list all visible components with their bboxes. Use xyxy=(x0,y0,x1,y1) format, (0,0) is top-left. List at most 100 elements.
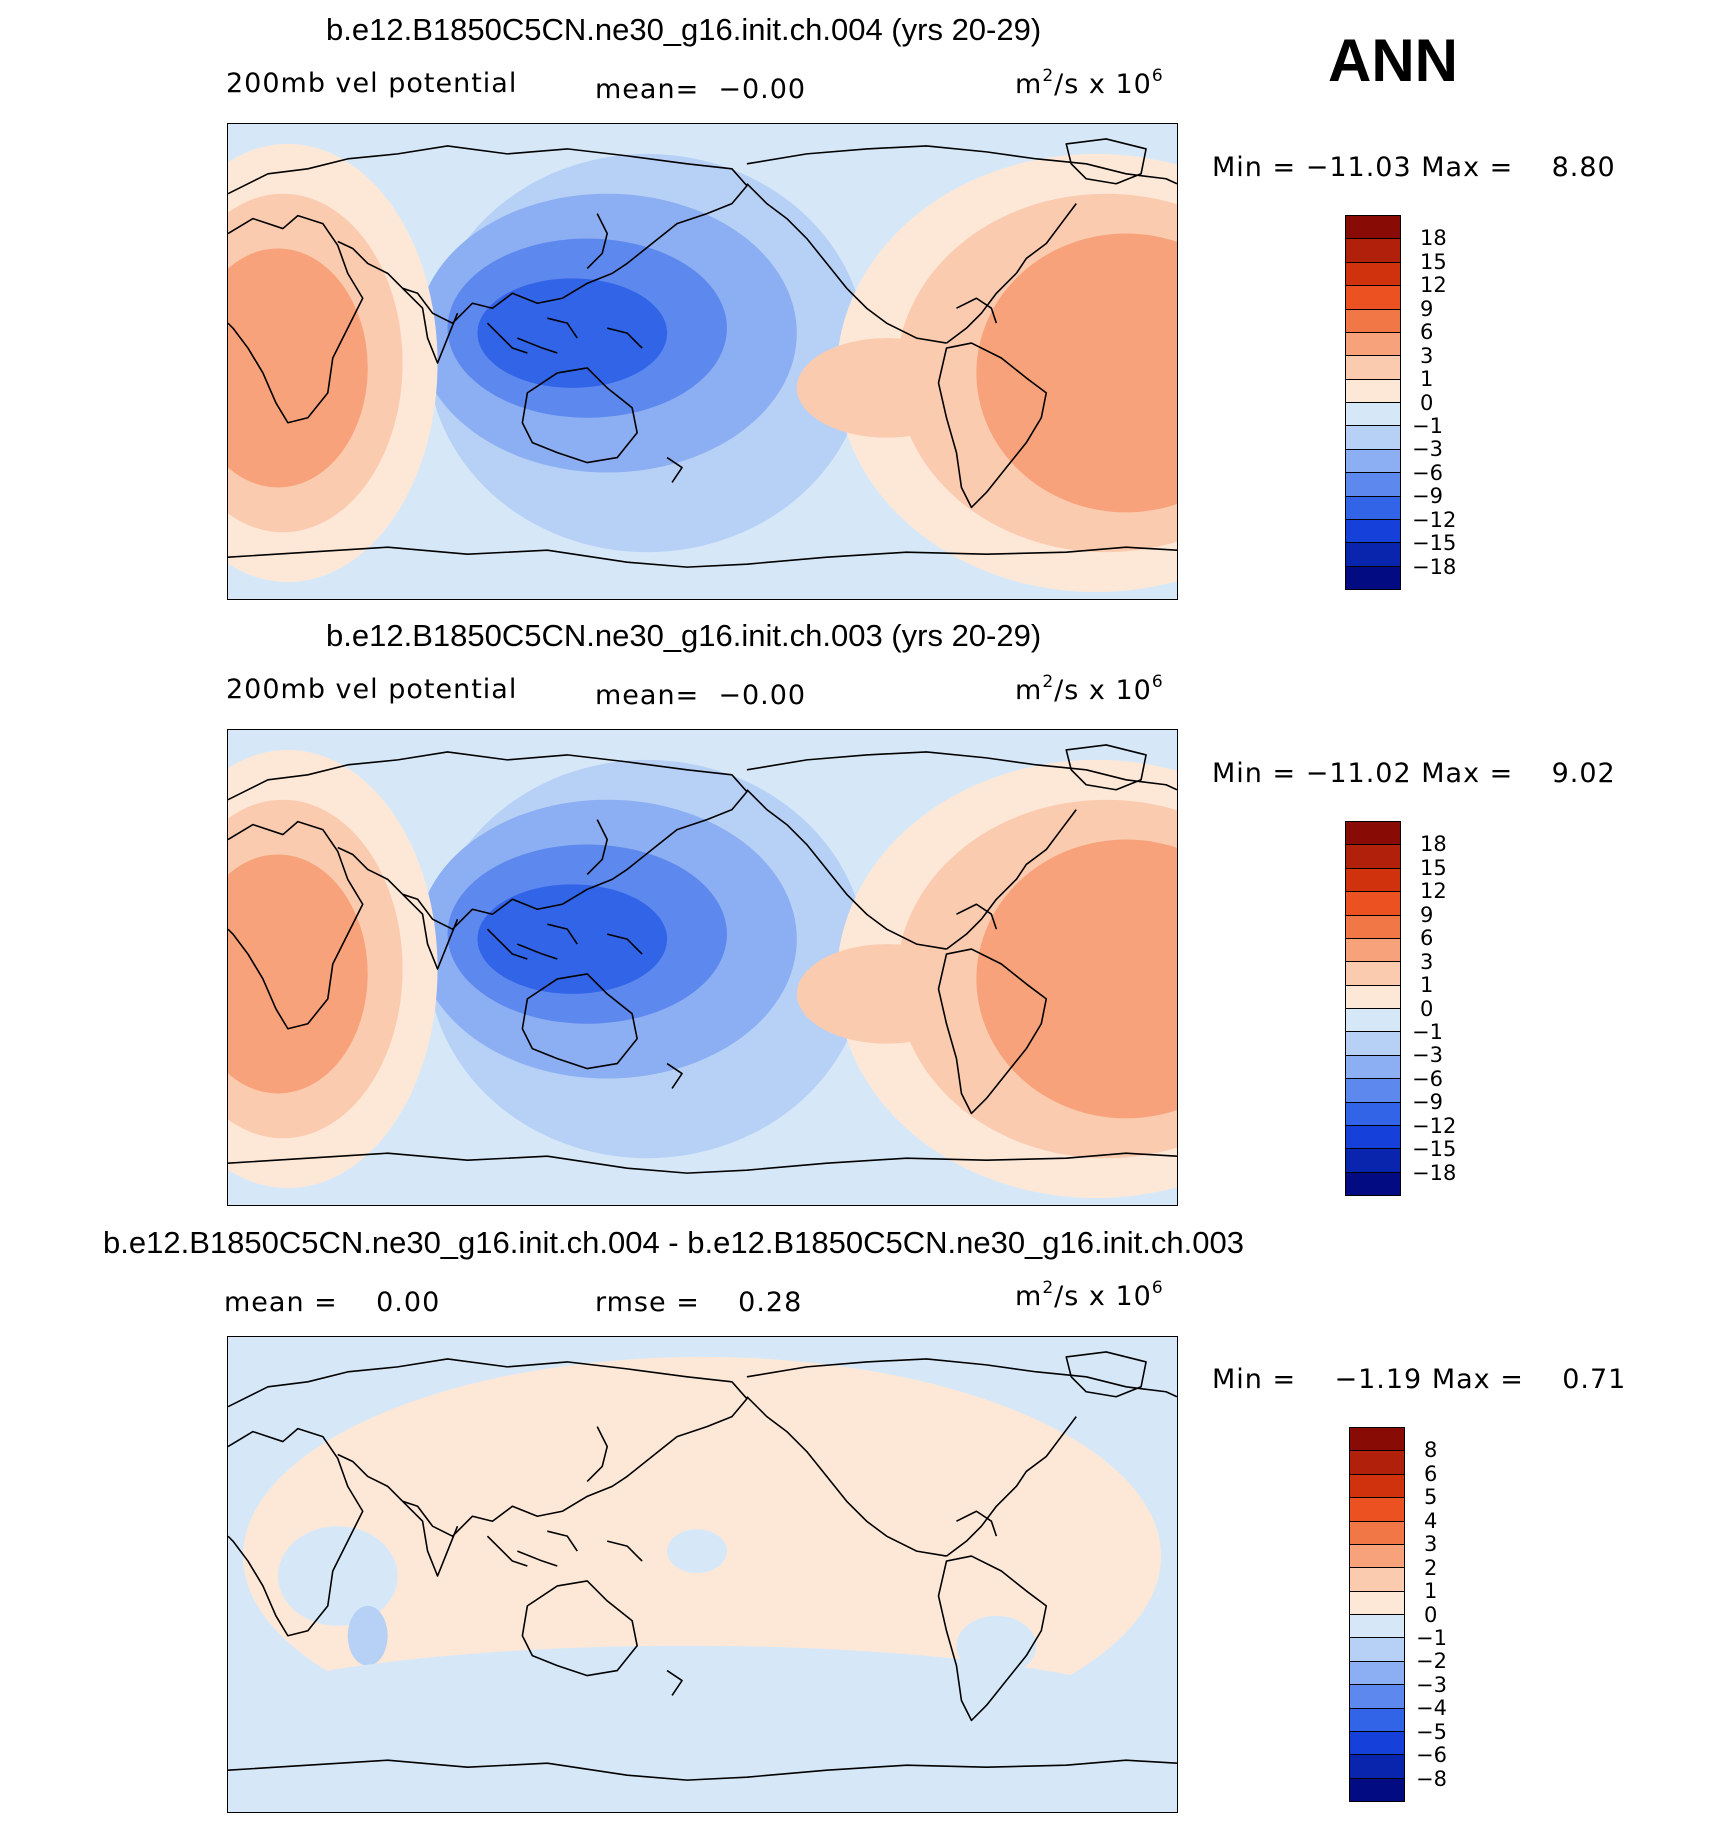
colorbar-tick-label: 0 xyxy=(1424,1602,1438,1627)
contour-region xyxy=(796,944,977,1044)
panel-2-mean-label: mean= xyxy=(595,680,700,711)
colorbar-swatch xyxy=(1346,262,1400,287)
colorbar-swatch xyxy=(1350,1638,1404,1662)
colorbar-swatch xyxy=(1346,309,1400,333)
panel-1-mean: mean= −0.00 xyxy=(595,74,806,105)
panel-2-colorbar xyxy=(1345,821,1401,1196)
contour-region xyxy=(228,854,368,1094)
coastline xyxy=(486,322,528,354)
colorbar-tick-label: 0 xyxy=(1420,390,1434,415)
colorbar-swatch xyxy=(1346,1102,1400,1126)
colorbar-tick-label: 6 xyxy=(1420,926,1434,951)
panel-3-rmse-value: 0.28 xyxy=(738,1287,803,1318)
colorbar-tick-label: −9 xyxy=(1412,1090,1443,1115)
colorbar-swatch xyxy=(1346,216,1400,240)
contour-region xyxy=(347,1605,388,1666)
panel-3-max-value: 0.71 xyxy=(1562,1364,1627,1395)
colorbar-swatch xyxy=(1346,868,1400,893)
colorbar-tick-label: 5 xyxy=(1424,1485,1438,1510)
coastline xyxy=(521,973,638,1070)
panel-3-mean: mean = 0.00 xyxy=(224,1287,440,1318)
colorbar-swatch xyxy=(1350,1731,1404,1756)
panel-3-rmse: rmse = 0.28 xyxy=(595,1287,802,1318)
colorbar-swatch xyxy=(1350,1544,1404,1569)
panel-3-mean-value: 0.00 xyxy=(376,1287,441,1318)
colorbar-swatch xyxy=(1346,566,1400,589)
colorbar-swatch xyxy=(1346,892,1400,916)
coastline xyxy=(228,1152,1177,1174)
coastline xyxy=(228,820,364,1030)
coastline xyxy=(517,337,558,354)
contour-region xyxy=(477,884,668,994)
colorbar-swatch xyxy=(1350,1591,1404,1615)
panel-1-title: b.e12.B1850C5CN.ne30_g16.init.ch.004 (yr… xyxy=(326,12,1042,47)
panel-1-max-value: 8.80 xyxy=(1551,152,1616,183)
colorbar-tick-label: −18 xyxy=(1412,554,1457,579)
colorbar-swatch xyxy=(1350,1778,1404,1801)
colorbar-tick-label: −6 xyxy=(1416,1743,1447,1768)
coastline xyxy=(586,1426,608,1482)
colorbar-tick-label: 2 xyxy=(1424,1555,1438,1580)
colorbar-swatch xyxy=(1346,822,1400,846)
colorbar-tick-label: −6 xyxy=(1412,1066,1443,1091)
coastline xyxy=(937,948,1048,1115)
colorbar-swatch xyxy=(1346,1079,1400,1103)
coastline xyxy=(946,1416,1077,1557)
colorbar-swatch xyxy=(1350,1451,1404,1475)
colorbar-tick-label: 1 xyxy=(1420,973,1434,998)
colorbar-swatch xyxy=(1346,915,1400,939)
colorbar-swatch xyxy=(1346,239,1400,263)
coastline xyxy=(547,317,578,339)
contour-region xyxy=(477,278,668,388)
colorbar-tick-label: 1 xyxy=(1424,1579,1438,1604)
colorbar-tick-label: 18 xyxy=(1420,832,1447,857)
colorbar-swatch xyxy=(1350,1615,1404,1639)
coastline xyxy=(607,327,643,349)
contour-region xyxy=(228,1645,1177,1812)
panel-2-mean-value: −0.00 xyxy=(718,680,807,711)
panel-3-colorbar xyxy=(1349,1427,1405,1802)
colorbar-swatch xyxy=(1346,1055,1400,1080)
coastline xyxy=(586,819,608,875)
colorbar-swatch xyxy=(1350,1568,1404,1592)
coastline xyxy=(946,809,1077,950)
panel-3-min-value: −1.19 xyxy=(1334,1364,1423,1395)
colorbar-tick-label: −3 xyxy=(1412,1043,1443,1068)
colorbar-swatch xyxy=(1346,938,1400,963)
colorbar-swatch xyxy=(1346,845,1400,869)
coastline xyxy=(228,546,1177,568)
coastline xyxy=(402,893,459,970)
map-field xyxy=(228,1337,1177,1812)
coastlines xyxy=(228,744,1177,1174)
colorbar-tick-label: −2 xyxy=(1416,1649,1447,1674)
colorbar-tick-label: −5 xyxy=(1416,1719,1447,1744)
panel-1-map xyxy=(227,123,1178,600)
colorbar-tick-label: −1 xyxy=(1412,413,1443,438)
coastline xyxy=(517,943,558,960)
colorbar-tick-label: −6 xyxy=(1412,460,1443,485)
coastline xyxy=(666,456,683,483)
season-label: ANN xyxy=(1328,27,1458,94)
panel-1-min-value: −11.03 xyxy=(1305,152,1412,183)
panel-3-units: m2/s x 106 xyxy=(1015,1278,1164,1312)
panel-3-title: b.e12.B1850C5CN.ne30_g16.init.ch.004 - b… xyxy=(103,1225,1244,1260)
panel-2-title: b.e12.B1850C5CN.ne30_g16.init.ch.003 (yr… xyxy=(326,618,1042,653)
colorbar-swatch xyxy=(1346,473,1400,497)
colorbar-swatch xyxy=(1346,449,1400,474)
coastline xyxy=(1065,1351,1147,1398)
colorbar-swatch xyxy=(1346,496,1400,520)
panel-1-mean-label: mean= xyxy=(595,74,700,105)
coastlines xyxy=(228,1351,1177,1781)
colorbar-tick-label: 0 xyxy=(1420,996,1434,1021)
contour-region xyxy=(228,248,368,488)
panel-3-mean-label: mean = xyxy=(224,1287,338,1318)
coastline xyxy=(956,903,998,930)
colorbar-tick-label: 1 xyxy=(1420,367,1434,392)
coastline xyxy=(746,1396,947,1557)
panel-3-rmse-label: rmse = xyxy=(595,1287,700,1318)
panel-1-colorbar xyxy=(1345,215,1401,590)
coastline xyxy=(946,203,1077,344)
colorbar-tick-label: −1 xyxy=(1416,1625,1447,1650)
colorbar-swatch xyxy=(1346,543,1400,567)
map-field xyxy=(228,124,1177,599)
